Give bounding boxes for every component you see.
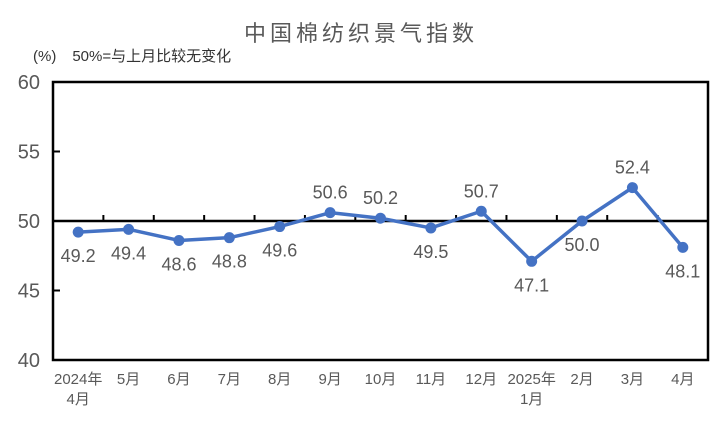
data-point-label: 52.4 (615, 158, 650, 178)
x-axis-label: 3月 (621, 371, 644, 388)
data-point-marker (626, 182, 638, 194)
x-axis-label: 8月 (268, 371, 291, 388)
y-axis-label: 55 (18, 142, 40, 164)
data-point-label: 47.1 (514, 275, 549, 295)
data-point-marker (223, 232, 235, 244)
data-point-label: 50.2 (363, 188, 398, 208)
data-point-marker (274, 221, 286, 233)
data-point-marker (324, 207, 336, 219)
data-point-label: 48.8 (212, 252, 247, 272)
data-point-marker (72, 226, 84, 238)
y-axis-label: 40 (18, 350, 40, 372)
x-axis-label: 11月 (416, 371, 447, 388)
x-axis-label: 5月 (117, 371, 140, 388)
y-axis-label: 45 (18, 281, 40, 303)
data-point-marker (425, 222, 437, 234)
data-point-label: 49.6 (262, 241, 297, 261)
axis-unit-label: (%) (33, 48, 57, 65)
data-point-label: 49.2 (61, 246, 96, 266)
x-axis-label: 2024年 4月 (54, 371, 102, 408)
data-point-marker (173, 234, 185, 246)
data-point-label: 49.5 (413, 242, 448, 262)
baseline-note: 50%=与上月比较无变化 (72, 48, 232, 65)
x-axis-label: 4月 (671, 371, 694, 388)
data-point-label: 48.1 (665, 261, 700, 281)
data-point-label: 49.4 (111, 243, 146, 263)
x-axis-label: 2月 (570, 371, 593, 388)
x-axis-label: 2025年 1月 (507, 371, 555, 408)
x-axis-label: 10月 (365, 371, 397, 388)
x-axis-label: 6月 (167, 371, 190, 388)
data-point-marker (375, 212, 386, 224)
x-axis-label: 9月 (318, 371, 341, 388)
x-axis-label: 7月 (218, 371, 241, 388)
data-point-label: 50.0 (565, 235, 600, 255)
data-point-label: 50.7 (464, 181, 499, 201)
y-axis-label: 60 (18, 72, 40, 94)
data-point-label: 50.6 (313, 183, 348, 203)
data-point-marker (677, 241, 689, 253)
x-axis-label: 12月 (465, 371, 497, 388)
data-point-label: 48.6 (161, 254, 196, 274)
data-point-marker (123, 223, 135, 235)
y-axis-label: 50 (18, 211, 40, 233)
data-point-marker (526, 255, 538, 267)
data-point-marker (576, 215, 588, 227)
data-point-marker (475, 205, 487, 217)
chart-subtitle: (%) 50%=与上月比较无变化 (33, 45, 231, 66)
chart-title: 中国棉纺织景气指数 (243, 21, 478, 46)
